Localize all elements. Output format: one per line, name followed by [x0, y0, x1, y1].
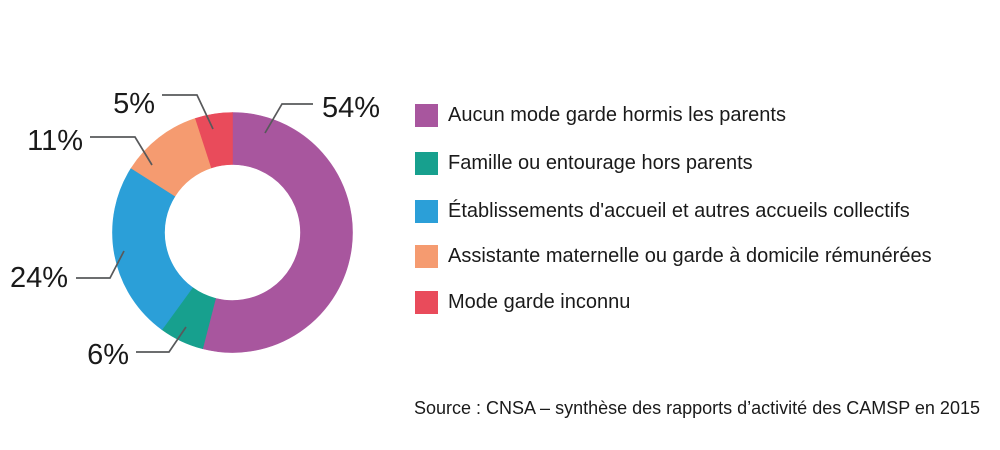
legend-swatch-icon: [415, 199, 438, 223]
legend-item: Mode garde inconnu: [415, 290, 630, 314]
source-caption: Source : CNSA – synthèse des rapports d’…: [414, 398, 980, 418]
callout-label: 6%: [87, 339, 129, 371]
callout-leader-line: [90, 136, 153, 166]
callout-leader-line: [136, 326, 187, 353]
donut-segment-0: [202, 112, 353, 353]
legend-label: Aucun mode garde hormis les parents: [448, 103, 786, 126]
legend-label: Assistante maternelle ou garde à domicil…: [448, 244, 932, 267]
callout-label: 24%: [10, 262, 68, 294]
callout-leader-line: [264, 103, 313, 134]
callout-label: 54%: [322, 92, 380, 124]
legend-item: Famille ou entourage hors parents: [415, 151, 753, 175]
donut-segment-2: [112, 167, 193, 331]
legend-label: Établissements d'accueil et autres accue…: [448, 199, 910, 222]
legend-label: Mode garde inconnu: [448, 290, 631, 313]
callout-label: 11%: [27, 125, 83, 157]
legend-swatch-icon: [415, 103, 438, 127]
legend-swatch-icon: [415, 290, 438, 314]
donut-segments: [112, 112, 353, 353]
legend-item: Assistante maternelle ou garde à domicil…: [415, 244, 932, 268]
legend-swatch-icon: [415, 244, 438, 268]
legend-swatch-icon: [415, 151, 438, 175]
legend-item: Établissements d'accueil et autres accue…: [415, 199, 910, 223]
callout-leader-line: [162, 94, 214, 130]
legend-item: Aucun mode garde hormis les parents: [415, 103, 786, 127]
legend-label: Famille ou entourage hors parents: [448, 151, 753, 174]
callout-leader-lines: [76, 94, 313, 353]
callout-label: 5%: [113, 88, 155, 120]
callout-labels: 54% 6% 24% 11% 5%: [10, 88, 380, 371]
legend: Aucun mode garde hormis les parents Fami…: [415, 0, 1000, 450]
callout-leader-line: [76, 250, 125, 279]
